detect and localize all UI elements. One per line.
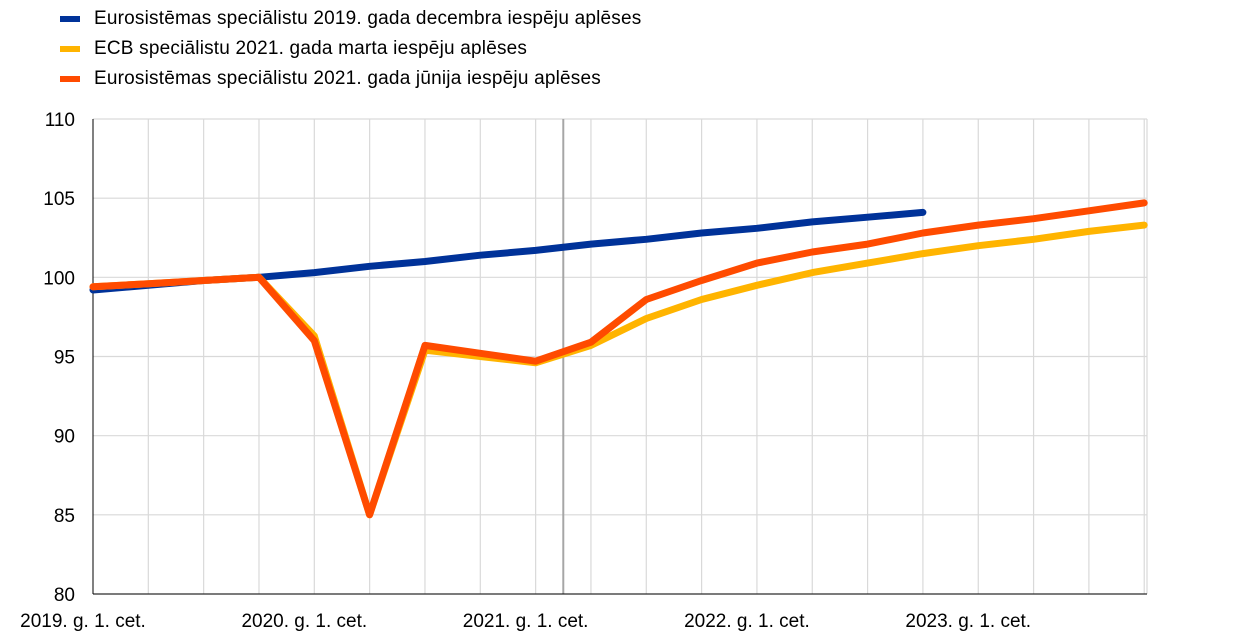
legend-label-mar-2021: ECB speciālistu 2021. gada marta iespēju…: [94, 38, 528, 59]
chart-axis-labels: 80 85 90 95 100 105 110 2019. g. 1. cet. 2020. g…: [20, 110, 1031, 632]
y-tick-label: 105: [43, 189, 75, 210]
y-tick-label: 110: [45, 110, 75, 131]
y-tick-label: 85: [54, 506, 75, 527]
legend-label-dec-2019: Eurosistēmas speciālistu 2019. gada dece…: [94, 8, 642, 29]
y-tick-label: 100: [43, 268, 75, 289]
legend-item-mar-2021: ECB speciālistu 2021. gada marta iespēju…: [60, 34, 641, 64]
legend-swatch-mar-2021: [60, 46, 80, 52]
x-tick-label: 2019. g. 1. cet.: [20, 611, 146, 632]
y-tick-label: 95: [54, 348, 75, 369]
legend-swatch-jun-2021: [60, 76, 80, 82]
x-tick-label: 2021. g. 1. cet.: [463, 611, 589, 632]
legend-item-jun-2021: Eurosistēmas speciālistu 2021. gada jūni…: [60, 64, 641, 94]
series-line-3: [89, 199, 1148, 519]
y-tick-label: 80: [54, 585, 75, 606]
legend-label-jun-2021: Eurosistēmas speciālistu 2021. gada jūni…: [94, 68, 601, 89]
legend-swatch-dec-2019: [60, 16, 80, 22]
y-tick-label: 90: [54, 427, 75, 448]
chart-legend: Eurosistēmas speciālistu 2019. gada dece…: [60, 4, 641, 94]
x-tick-label: 2020. g. 1. cet.: [241, 611, 367, 632]
chart-grid: [92, 118, 1148, 595]
chart-series: [89, 199, 1148, 519]
legend-item-dec-2019: Eurosistēmas speciālistu 2019. gada dece…: [60, 4, 641, 34]
x-tick-label: 2023. g. 1. cet.: [905, 611, 1031, 632]
x-tick-label: 2022. g. 1. cet.: [684, 611, 810, 632]
series-line-2: [89, 221, 1148, 519]
